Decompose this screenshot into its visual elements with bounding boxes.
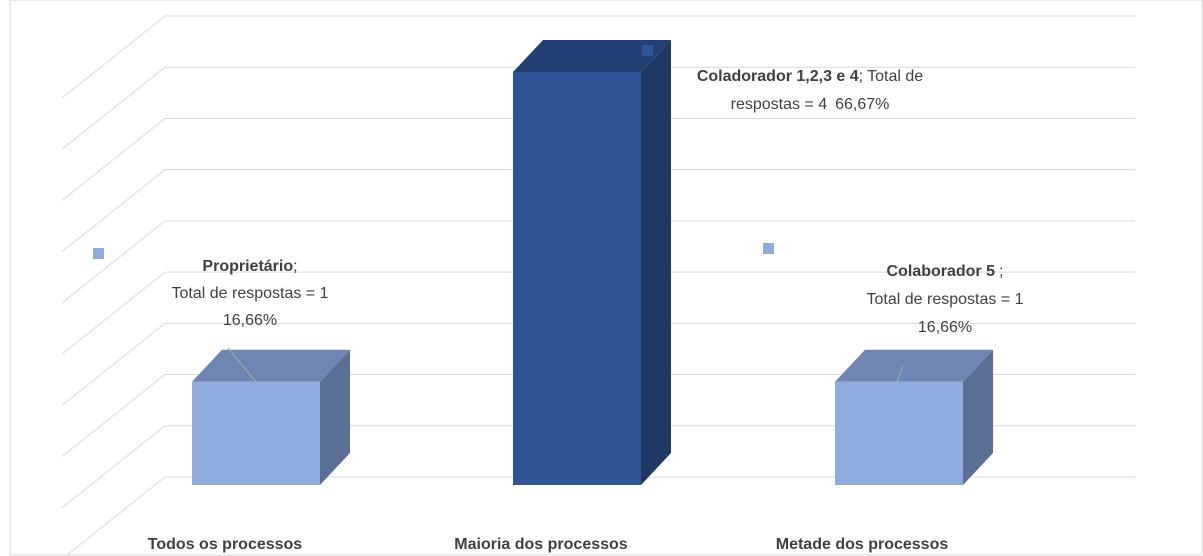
label-name: Coladorador 1,2,3 e 4 — [697, 68, 859, 85]
data-label: Total de respostas = 1 — [867, 291, 1024, 308]
label-marker — [642, 45, 653, 56]
data-label: respostas = 4 66,67% — [731, 96, 890, 113]
side-grid-line — [61, 118, 166, 201]
label-separator: ; — [293, 258, 297, 275]
label-text: Total de — [867, 68, 923, 85]
leader-line — [227, 347, 257, 383]
bar-top — [192, 349, 350, 382]
x-tick-label: Metade dos processos — [776, 536, 949, 553]
bar-side — [641, 40, 671, 485]
label-text: respostas = 4 — [731, 96, 828, 113]
side-grid-line — [61, 66, 166, 150]
bar-side — [320, 349, 350, 485]
bar-top — [513, 40, 671, 72]
label-marker — [93, 248, 104, 259]
side-grid-line — [61, 220, 166, 304]
label-marker — [763, 243, 774, 254]
value-label: 16,66% — [918, 319, 972, 336]
data-label: Coladorador 1,2,3 e 4; Total de — [697, 68, 923, 85]
data-label: Proprietário; — [202, 258, 297, 275]
x-tick-label: Maioria dos processos — [454, 536, 627, 553]
label-name: Colaborador 5 — [887, 263, 996, 280]
label-separator: ; — [859, 68, 863, 85]
bar-side — [963, 349, 993, 485]
leader-line — [896, 364, 904, 383]
value-label: 16,66% — [223, 312, 277, 329]
side-grid-line — [64, 476, 166, 556]
side-grid-line — [61, 15, 166, 99]
label-name: Proprietário — [202, 258, 293, 275]
data-label: Total de respostas = 1 — [172, 285, 329, 302]
value-label: 66,67% — [835, 96, 889, 113]
side-grid-line — [61, 322, 166, 406]
label-separator: ; — [999, 263, 1003, 280]
bar — [835, 381, 963, 485]
data-label: Colaborador 5; — [887, 263, 1004, 280]
x-tick-label: Todos os processos — [148, 536, 303, 553]
bar-top — [835, 349, 993, 382]
bar — [513, 72, 641, 485]
side-grid-line — [61, 169, 166, 253]
side-grid-line — [61, 374, 166, 457]
bar — [192, 381, 320, 485]
side-grid-line — [61, 271, 166, 355]
side-grid-line — [61, 425, 166, 509]
